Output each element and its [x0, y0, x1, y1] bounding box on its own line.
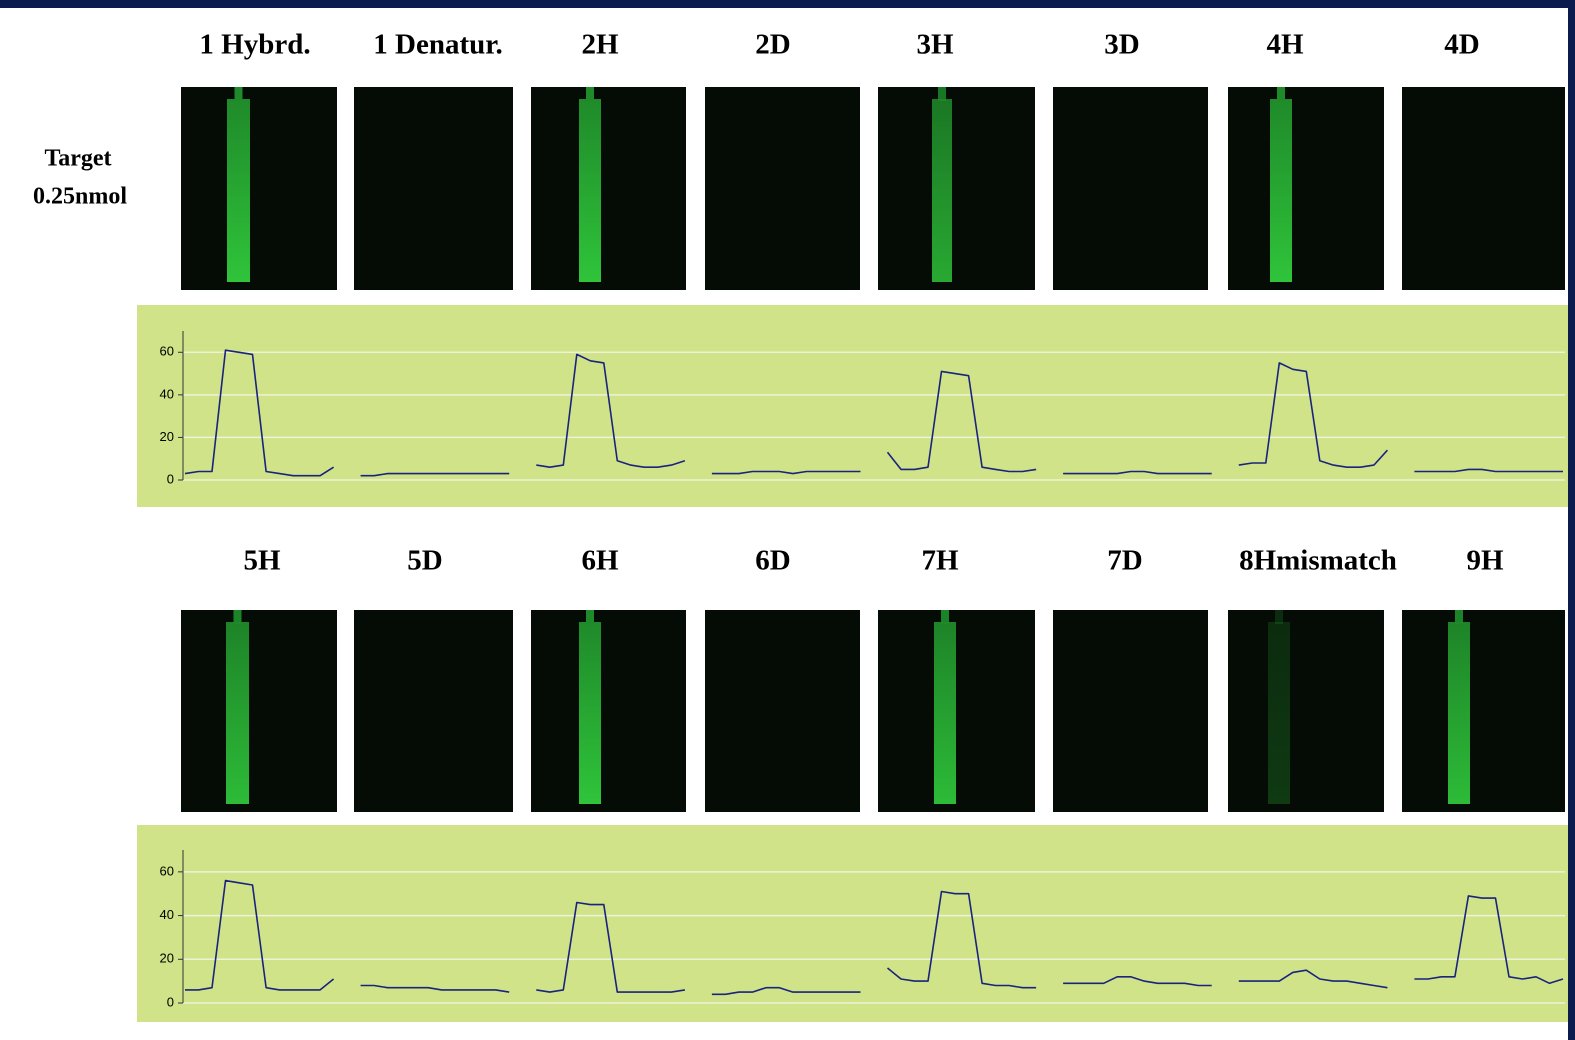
side-label: 0.25nmol	[33, 184, 127, 210]
panel-label: 1 Denatur.	[373, 29, 502, 61]
panel-label: 6H	[581, 545, 619, 577]
y-tick-label: 40	[160, 386, 174, 401]
panel-label: 7D	[1107, 545, 1142, 577]
fluorescence-image	[1228, 610, 1384, 812]
strip-glow	[1448, 622, 1470, 804]
side-label: Target	[44, 146, 111, 172]
fluorescence-image	[531, 87, 686, 290]
strip-stem	[938, 87, 946, 101]
fluorescence-image	[878, 87, 1035, 290]
fluorescence-image	[705, 87, 860, 290]
panel-label: 6D	[755, 545, 790, 577]
chart-background	[137, 305, 1568, 507]
strip-stem	[1275, 610, 1283, 624]
strip-glow	[579, 622, 601, 804]
panel-label: 4H	[1266, 29, 1304, 61]
y-tick-label: 0	[167, 994, 174, 1009]
panel-label: 3H	[916, 29, 954, 61]
right-bar	[1568, 0, 1575, 1040]
fluorescence-image	[1053, 610, 1208, 812]
strip-stem	[586, 87, 594, 101]
panel-label: 5H	[243, 545, 281, 577]
fluorescence-image	[1053, 87, 1208, 290]
y-tick-label: 20	[160, 951, 174, 966]
strip-glow	[1268, 622, 1290, 804]
strip-glow	[227, 99, 250, 282]
panel-label: 2H	[581, 29, 619, 61]
strip-glow	[934, 622, 956, 804]
panel-label: 5D	[407, 545, 442, 577]
fluorescence-image	[181, 610, 337, 812]
y-tick-label: 60	[160, 344, 174, 359]
strip-stem	[1277, 87, 1285, 101]
strip-glow	[226, 622, 249, 804]
y-tick-label: 60	[160, 863, 174, 878]
y-tick-label: 40	[160, 907, 174, 922]
panel-label: 9H	[1466, 545, 1504, 577]
fluorescence-image	[354, 87, 513, 290]
strip-stem	[941, 610, 949, 624]
strip-stem	[586, 610, 594, 624]
fluorescence-image	[354, 610, 513, 812]
strip-glow	[579, 99, 601, 282]
strip-stem	[1455, 610, 1463, 624]
fluorescence-image	[705, 610, 860, 812]
fluorescence-image	[1402, 87, 1565, 290]
slide: Target 0.25nmol 1 Hybrd. 1 Denatur. 2H 2D 3H…	[0, 0, 1575, 1040]
fluorescence-image	[878, 610, 1035, 812]
fluorescence-image	[181, 87, 337, 290]
panel-label: 1 Hybrd.	[199, 29, 310, 61]
strip-glow	[1270, 99, 1292, 282]
panel-label: 4D	[1444, 29, 1479, 61]
fluorescence-image	[531, 610, 686, 812]
fluorescence-image	[1402, 610, 1565, 812]
panel-label: 3D	[1104, 29, 1139, 61]
top-bar	[0, 0, 1575, 8]
panel-label: 7H	[921, 545, 959, 577]
panel-label: 2D	[755, 29, 790, 61]
fluorescence-image	[1228, 87, 1384, 290]
strip-glow	[932, 99, 952, 282]
panel-label: 8Hmismatch	[1239, 545, 1397, 577]
strip-stem	[234, 610, 242, 624]
strip-stem	[235, 87, 243, 101]
y-tick-label: 20	[160, 429, 174, 444]
y-tick-label: 0	[167, 471, 174, 486]
